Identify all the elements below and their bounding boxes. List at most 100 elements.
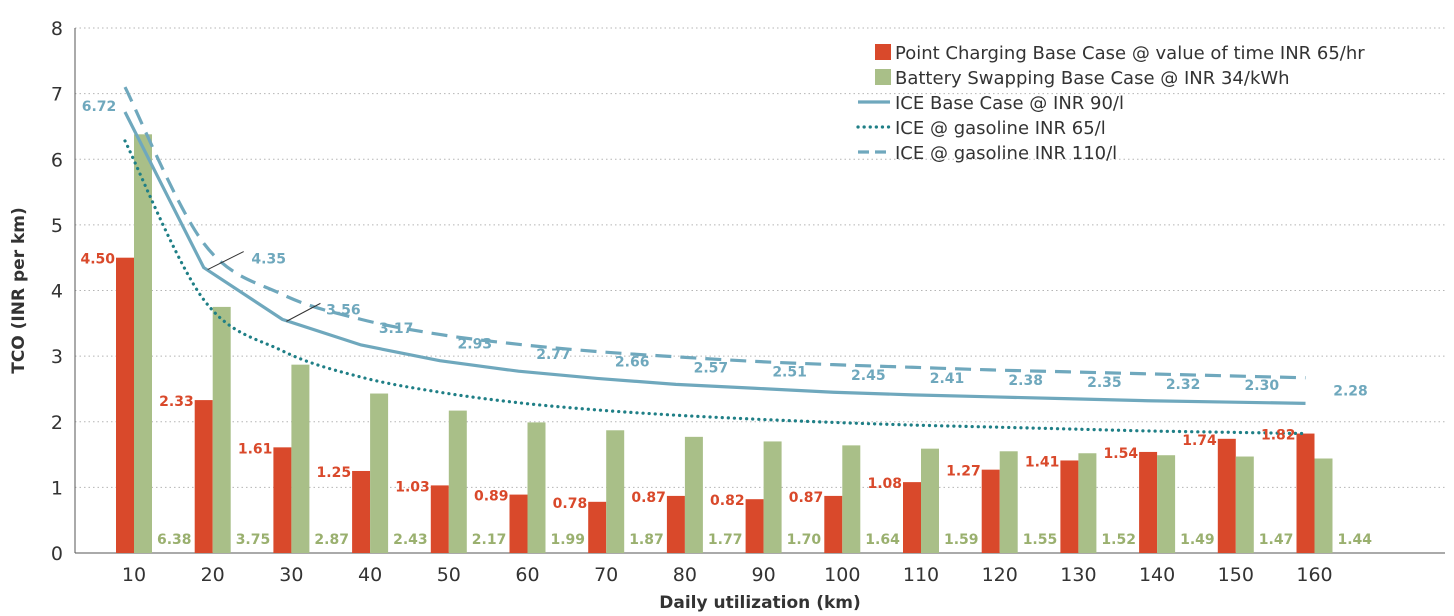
x-axis-title: Daily utilization (km) — [659, 593, 861, 613]
x-tick-label: 80 — [673, 564, 697, 586]
label-ice-base: 2.66 — [615, 354, 650, 370]
legend-label: Point Charging Base Case @ value of time… — [895, 43, 1365, 64]
bar-point-charging — [116, 257, 134, 553]
label-battery-swapping: 1.49 — [1180, 532, 1215, 548]
label-battery-swapping: 1.77 — [708, 532, 743, 548]
label-ice-base: 3.56 — [326, 302, 361, 318]
bar-point-charging — [430, 485, 449, 553]
x-tick-label: 140 — [1139, 564, 1175, 586]
label-ice-base: 2.77 — [536, 347, 571, 363]
label-point-charging: 1.82 — [1261, 428, 1296, 444]
legend: Point Charging Base Case @ value of time… — [856, 43, 1365, 164]
y-tick-label: 7 — [51, 84, 63, 106]
label-ice-base: 4.35 — [251, 252, 286, 268]
label-point-charging: 1.25 — [317, 465, 352, 481]
label-battery-swapping: 2.43 — [393, 532, 428, 548]
bar-point-charging — [1217, 438, 1236, 553]
bar-battery-swapping — [1078, 453, 1097, 553]
label-point-charging: 1.41 — [1025, 454, 1060, 470]
bar-battery-swapping — [921, 448, 939, 553]
legend-label: Battery Swapping Base Case @ INR 34/kWh — [895, 68, 1290, 89]
bar-point-charging — [666, 495, 685, 553]
bar-point-charging — [981, 469, 1000, 553]
x-tick-label: 10 — [122, 564, 146, 586]
bar-point-charging — [824, 495, 843, 553]
label-battery-swapping: 3.75 — [236, 532, 271, 548]
x-tick-label: 150 — [1218, 564, 1254, 586]
label-ice-base: 6.72 — [82, 99, 117, 115]
legend-swatch — [875, 69, 891, 85]
bar-point-charging — [194, 400, 213, 553]
bar-battery-swapping — [1235, 456, 1254, 553]
bars — [116, 134, 1333, 553]
label-ice-base: 2.38 — [1008, 373, 1043, 389]
label-battery-swapping: 1.44 — [1338, 532, 1373, 548]
bar-point-charging — [1060, 460, 1079, 553]
y-tick-label: 1 — [51, 477, 63, 499]
label-point-charging: 0.87 — [631, 490, 666, 506]
label-battery-swapping: 1.87 — [629, 532, 664, 548]
bar-point-charging — [1139, 451, 1158, 553]
x-tick-label: 160 — [1296, 564, 1332, 586]
x-axis: 10 20 30 40 50 60 70 80 90 100 110 120 130 140 150 160 — [75, 552, 1445, 586]
y-tick-label: 6 — [51, 149, 63, 171]
legend-label: ICE @ gasoline INR 110/l — [895, 143, 1117, 164]
y-tick-label: 2 — [51, 412, 63, 434]
series-lines — [123, 86, 1308, 436]
label-leader-line — [286, 302, 321, 322]
bar-point-charging — [352, 470, 371, 553]
y-tick-label: 3 — [51, 346, 63, 368]
bar-battery-swapping — [134, 134, 152, 553]
label-point-charging: 1.61 — [238, 441, 273, 457]
label-battery-swapping: 1.55 — [1023, 532, 1058, 548]
label-point-charging: 1.74 — [1182, 433, 1217, 449]
label-ice-base: 2.93 — [458, 337, 493, 353]
label-point-charging: 1.08 — [867, 476, 902, 492]
ice-65-line — [123, 139, 1308, 436]
y-tick-label: 8 — [51, 18, 63, 40]
label-battery-swapping: 1.70 — [787, 532, 822, 548]
x-tick-label: 130 — [1060, 564, 1096, 586]
x-tick-label: 40 — [358, 564, 382, 586]
x-tick-label: 120 — [982, 564, 1018, 586]
bar-battery-swapping — [684, 436, 703, 553]
bar-battery-swapping — [370, 393, 389, 553]
bar-battery-swapping — [1314, 458, 1333, 553]
y-axis: 0 1 2 3 4 5 6 7 8 — [51, 18, 76, 565]
label-battery-swapping: 1.59 — [944, 532, 979, 548]
y-tick-label: 4 — [51, 281, 63, 303]
label-ice-base: 2.28 — [1333, 383, 1368, 399]
bar-battery-swapping — [763, 441, 782, 553]
bar-battery-swapping — [527, 422, 546, 553]
gridlines — [75, 27, 1445, 488]
y-tick-label: 5 — [51, 215, 63, 237]
bar-point-charging — [588, 501, 607, 553]
label-ice-base: 2.32 — [1166, 377, 1201, 393]
x-tick-label: 110 — [903, 564, 939, 586]
label-battery-swapping: 1.64 — [865, 532, 900, 548]
x-tick-label: 30 — [279, 564, 303, 586]
data-labels: 4.50 2.33 1.61 1.25 1.03 0.89 0.78 0.87 0.82 0.87… — [80, 99, 1372, 548]
x-tick-label: 100 — [824, 564, 860, 586]
label-ice-base: 2.30 — [1245, 378, 1280, 394]
ice-base-line — [123, 111, 1306, 405]
label-ice-base: 2.51 — [772, 364, 807, 380]
ice-110-line — [123, 86, 1306, 380]
bar-battery-swapping — [606, 430, 625, 553]
bar-point-charging — [273, 447, 292, 553]
bar-battery-swapping — [291, 364, 310, 553]
x-tick-label: 20 — [201, 564, 225, 586]
bar-point-charging — [903, 482, 921, 553]
bar-battery-swapping — [842, 445, 861, 553]
label-leader-line — [207, 251, 244, 270]
bar-battery-swapping — [212, 306, 231, 553]
label-ice-base: 2.57 — [694, 360, 729, 376]
bar-point-charging — [745, 499, 764, 553]
legend-label: ICE @ gasoline INR 65/l — [895, 118, 1106, 139]
label-point-charging: 0.82 — [710, 493, 745, 509]
label-battery-swapping: 6.38 — [157, 532, 192, 548]
label-ice-base: 3.17 — [379, 321, 414, 337]
label-ice-base: 2.41 — [930, 371, 965, 387]
x-tick-label: 90 — [752, 564, 776, 586]
